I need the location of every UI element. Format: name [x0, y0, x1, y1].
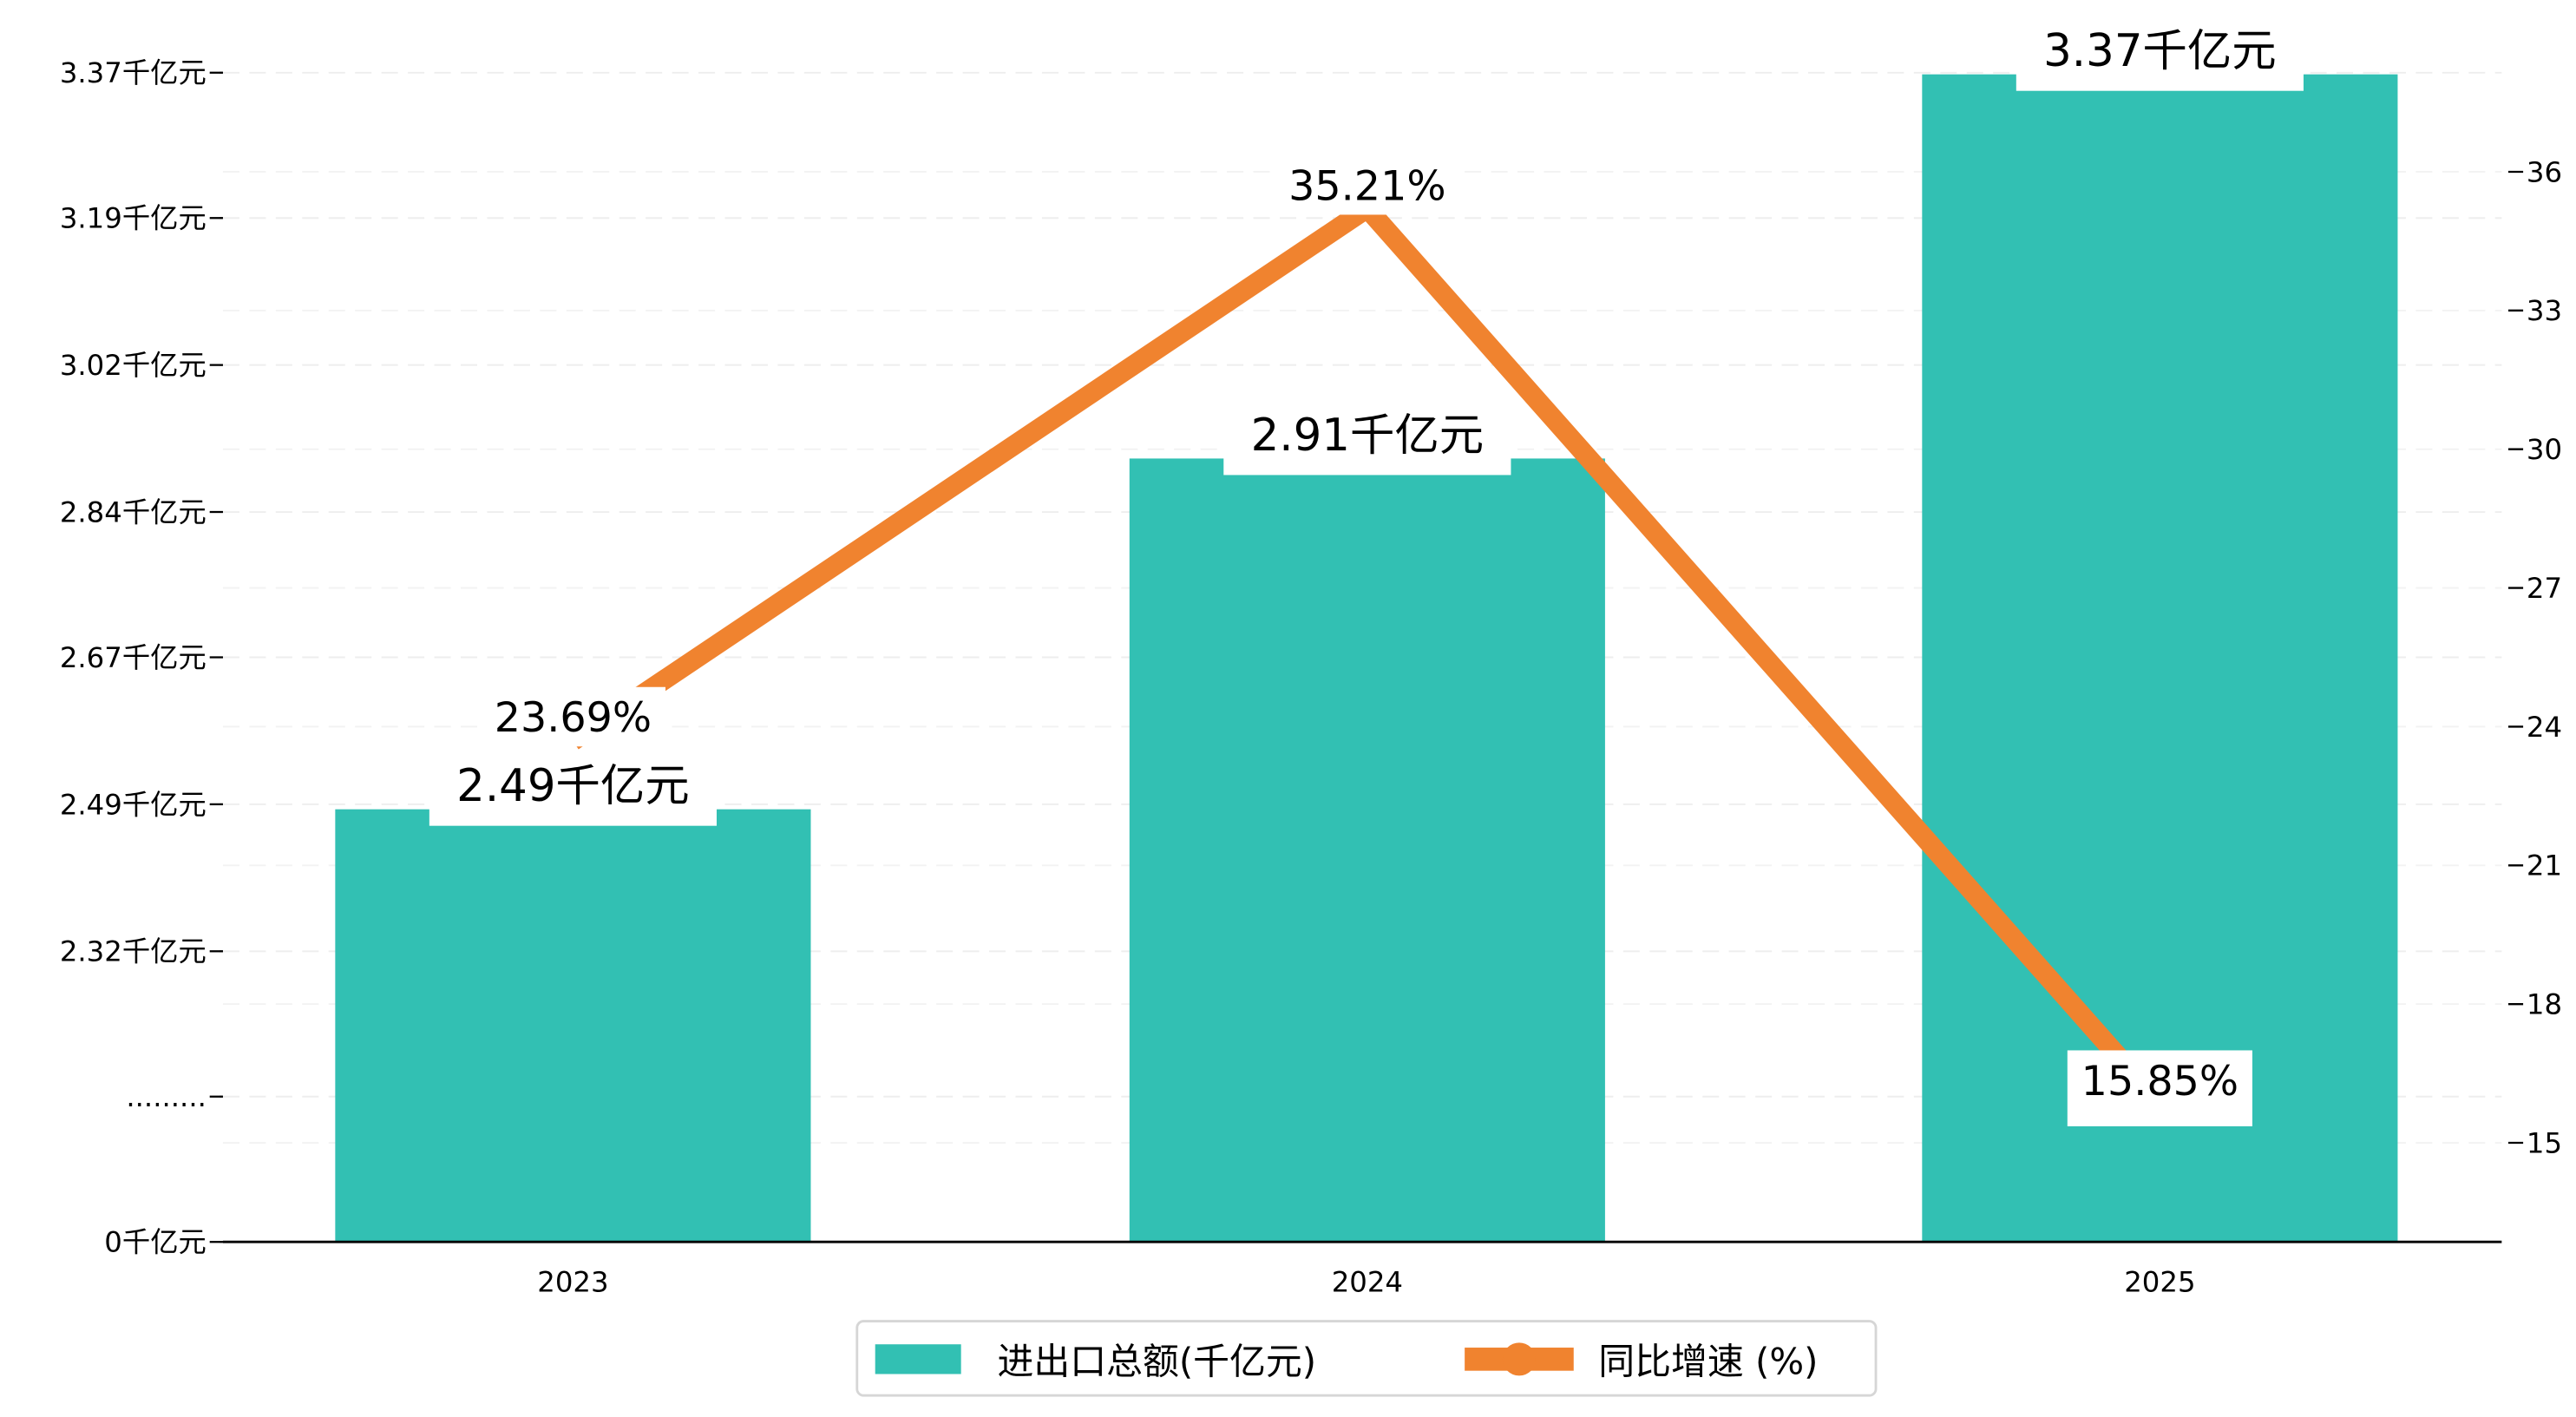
bar-label-bg	[1223, 402, 1511, 476]
bar-value-label: 3.37千亿元	[2043, 25, 2277, 77]
left-tick-label: 2.84千亿元	[60, 495, 206, 528]
legend-label-growth: 同比增速 (%)	[1598, 1340, 1818, 1382]
bar-2025	[1922, 74, 2398, 1243]
right-tick-label: 21	[2527, 850, 2562, 882]
left-tick-label: 2.49千亿元	[60, 788, 206, 821]
left-tick-label: .........	[126, 1080, 206, 1113]
x-tick-label: 2023	[537, 1265, 608, 1298]
growth-label-bg	[1275, 154, 1460, 215]
axes: 0千亿元......... 2.32千亿元 2.49千亿元 2.67千亿元 2.84千亿…	[60, 56, 2562, 1298]
bar-2023	[335, 809, 811, 1243]
right-tick-label: 30	[2527, 433, 2562, 466]
right-tick-label: 15	[2527, 1126, 2562, 1159]
bar-value-label: 2.91千亿元	[1251, 410, 1485, 462]
x-tick-label: 2024	[1332, 1265, 1403, 1298]
bars	[335, 74, 2398, 1243]
legend-label-total: 进出口总额(千亿元)	[998, 1340, 1317, 1382]
right-tick-label: 36	[2527, 155, 2562, 188]
right-tick-label: 33	[2527, 294, 2562, 327]
left-tick-label: 3.19千亿元	[60, 202, 206, 235]
left-tick-label: 3.37千亿元	[60, 56, 206, 89]
growth-label-bg	[2067, 1050, 2252, 1127]
legend-frame	[855, 1320, 1878, 1397]
growth-label-bg	[480, 686, 665, 747]
bar-label-bg	[2016, 17, 2304, 91]
bar-2024	[1129, 458, 1605, 1243]
growth-value-label: 15.85%	[2081, 1058, 2238, 1105]
legend-bar-swatch	[875, 1344, 961, 1374]
legend-line-marker	[1502, 1342, 1536, 1376]
data-labels: 2.49千亿元 2.91千亿元 3.37千亿元 23.69% 35.21% 15.85%	[429, 17, 2304, 1127]
left-tick-label: 2.67千亿元	[60, 641, 206, 674]
left-tick-label: 3.02千亿元	[60, 349, 206, 382]
right-tick-label: 18	[2527, 988, 2562, 1021]
left-tick-label: 0千亿元	[104, 1226, 206, 1259]
bar-label-bg	[429, 752, 717, 826]
growth-value-label: 35.21%	[1288, 162, 1445, 210]
right-tick-label: 27	[2527, 572, 2562, 605]
growth-value-label: 23.69%	[495, 694, 652, 742]
left-tick-label: 2.32千亿元	[60, 935, 206, 968]
right-tick-label: 24	[2527, 711, 2562, 744]
legend: 进出口总额(千亿元) 同比增速 (%)	[855, 1320, 1878, 1397]
bar-value-label: 2.49千亿元	[456, 760, 690, 812]
x-tick-label: 2025	[2124, 1265, 2195, 1298]
